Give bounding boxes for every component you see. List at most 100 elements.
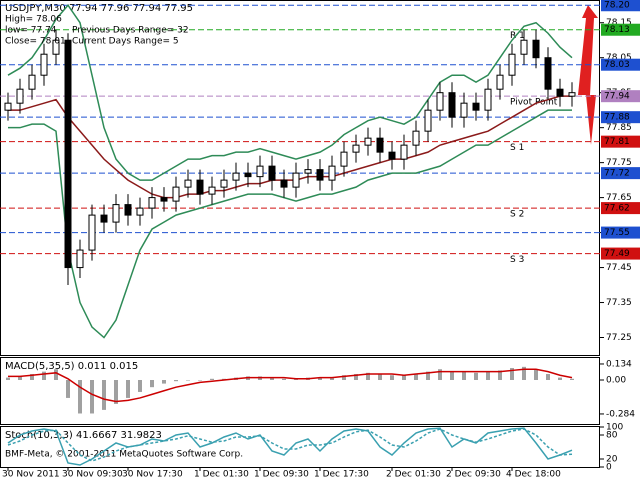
macd-bar [330, 377, 334, 380]
candle-body [160, 197, 168, 202]
level-box [601, 226, 640, 239]
level-box [601, 58, 640, 71]
x-tick-label: 1 Dec 09:30 [254, 470, 309, 480]
candle-body [220, 179, 228, 188]
candle-body [496, 74, 504, 90]
macd-bar [6, 377, 10, 380]
macd-bar [198, 380, 202, 381]
y-tick-label: 0 [606, 463, 612, 473]
candle-body [100, 214, 108, 223]
candle-body [376, 137, 384, 153]
macd-bar [318, 377, 322, 380]
candle-body [208, 186, 216, 195]
macd-bar [558, 377, 562, 380]
candle-body [532, 39, 540, 59]
candle-body [244, 172, 252, 178]
candle-body [568, 92, 576, 97]
panel-title: MACD(5,35,5) 0.011 0.015 [5, 361, 138, 372]
macd-bar [342, 375, 346, 380]
macd-bar [570, 378, 574, 380]
candle-body [328, 165, 336, 181]
level-name: S 1 [510, 143, 524, 153]
candle-body [40, 53, 48, 76]
candle-body [364, 137, 372, 146]
panel-title: USDJPY,M30 77.94 77.96 77.94 77.95 [5, 3, 193, 14]
macd-bar [54, 369, 58, 380]
x-tick-label: 30 Nov 2011 [2, 470, 60, 480]
level-box [601, 135, 640, 148]
macd-bar [66, 380, 70, 398]
macd-bar [534, 369, 538, 380]
info-text: low= 77.74 [5, 26, 57, 36]
main-panel [0, 0, 600, 356]
y-tick-label: 77.35 [606, 298, 632, 308]
candle-body [460, 102, 468, 118]
macd-bar [462, 371, 466, 380]
level-name: S 3 [510, 255, 524, 265]
y-tick-label: 77.25 [606, 333, 632, 343]
y-tick-label: 80 [606, 431, 618, 441]
y-tick-label: 77.65 [606, 193, 632, 203]
macd-bar [210, 378, 214, 380]
candle-body [4, 102, 12, 111]
candle-body [280, 179, 288, 188]
candle-body [88, 214, 96, 251]
macd-bar [354, 374, 358, 380]
candle-body [64, 39, 72, 269]
level-label: 78.20 [604, 1, 630, 11]
indicator-line [8, 95, 572, 199]
macd-bar [378, 374, 382, 380]
candle-body [196, 179, 204, 195]
x-tick-label: 4 Dec 18:00 [506, 470, 561, 480]
level-name: Pivot Point [510, 98, 558, 108]
candle-body [232, 172, 240, 181]
candle-body [484, 88, 492, 111]
candle-body [52, 39, 60, 55]
candle-body [352, 144, 360, 153]
macd-bar [162, 380, 166, 384]
macd-bar [30, 374, 34, 380]
x-tick-label: 2 Dec 01:30 [386, 470, 441, 480]
macd-bar [366, 372, 370, 380]
macd-bar [486, 371, 490, 380]
macd-bar [138, 380, 142, 392]
macd-panel [0, 357, 600, 425]
info-text: High= 78.06 [5, 15, 62, 25]
macd-bar [426, 371, 430, 380]
macd-bar [522, 366, 526, 380]
level-box [601, 247, 640, 260]
y-tick-label: 0.00 [606, 376, 626, 386]
macd-signal [8, 368, 573, 403]
y-tick-label: 77.75 [606, 158, 632, 168]
macd-bar [90, 380, 94, 414]
macd-bar [450, 371, 454, 380]
macd-bar [126, 380, 130, 398]
level-box [601, 111, 640, 124]
candle-body [544, 57, 552, 90]
panel-title: Stoch(10,3,3) 41.6667 31.9823 [5, 430, 162, 441]
level-label: 77.81 [604, 137, 630, 147]
candle-body [304, 169, 312, 174]
candle-body [520, 39, 528, 55]
level-label: 77.62 [604, 204, 630, 214]
stoch-signal [7, 428, 573, 462]
level-box [601, 167, 640, 180]
candle-body [124, 204, 132, 216]
candle-body [412, 130, 420, 146]
candle-body [16, 88, 24, 104]
x-tick-label: 1 Dec 17:30 [314, 470, 369, 480]
arrow [578, 5, 598, 145]
x-tick-label: 30 Nov 17:30 [122, 470, 183, 480]
candle-body [148, 197, 156, 209]
macd-bar [510, 368, 514, 380]
level-label: 77.49 [604, 249, 630, 259]
level-label: 77.72 [604, 169, 630, 179]
macd-bar [438, 369, 442, 380]
candle-body [436, 92, 444, 111]
y-tick-label: 78.05 [606, 53, 632, 63]
candle-body [316, 169, 324, 181]
candle-body [112, 204, 120, 223]
